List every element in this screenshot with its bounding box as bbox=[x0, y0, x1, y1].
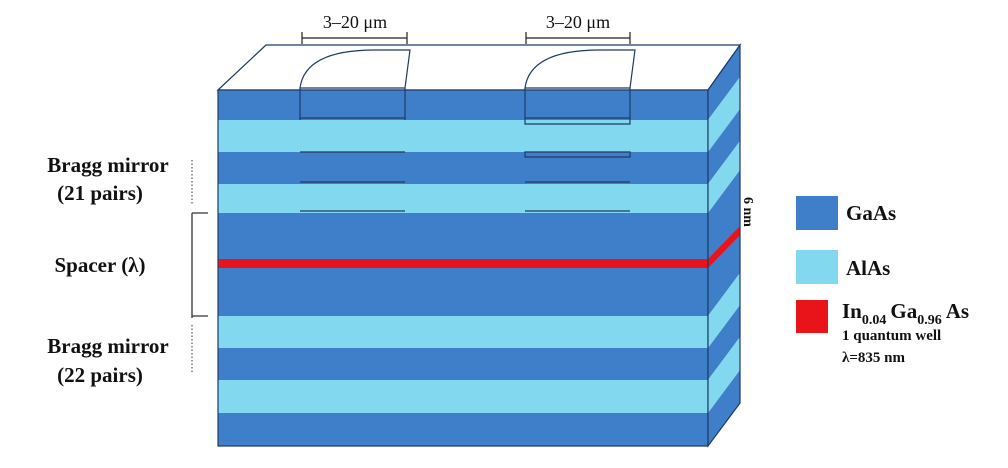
gaas-side bbox=[708, 370, 740, 446]
label-part: 0.96 bbox=[917, 313, 942, 328]
swatch-ingaas bbox=[796, 300, 828, 333]
label: Spacer (λ) bbox=[55, 253, 146, 277]
label: (22 pairs) bbox=[57, 363, 143, 387]
alas-side bbox=[708, 77, 740, 152]
thickness-label: 6 nm bbox=[740, 197, 755, 227]
label: Bragg mirror bbox=[47, 334, 169, 358]
swatch-alas bbox=[796, 250, 838, 284]
gaas-layer bbox=[218, 152, 708, 184]
label-part: 0.04 bbox=[862, 313, 887, 328]
gaas-side bbox=[708, 45, 740, 120]
alas-layer bbox=[218, 184, 708, 213]
front-face bbox=[217, 89, 709, 447]
swatch-gaas bbox=[796, 196, 838, 230]
gaas-side bbox=[708, 305, 740, 380]
alas-layer bbox=[218, 120, 708, 152]
gaas-layer bbox=[218, 413, 708, 446]
legend-note: 1 quantum well bbox=[842, 328, 941, 344]
dimension-label: 3–20 μm bbox=[546, 12, 610, 32]
label-part: Ga bbox=[890, 299, 917, 323]
legend-note: λ=835 nm bbox=[842, 350, 906, 366]
dimension-line bbox=[525, 32, 631, 44]
quantum-well bbox=[218, 259, 708, 268]
label-part: As bbox=[946, 299, 969, 323]
alas-side bbox=[708, 337, 740, 413]
label: Bragg mirror bbox=[47, 153, 169, 177]
etch-lines bbox=[524, 88, 631, 212]
legend: GaAs AlAs In0.04 Ga0.96 As 1 quantum well … bbox=[796, 196, 969, 366]
layer-labels: Bragg mirror (21 pairs) Spacer (λ) Bragg… bbox=[47, 153, 208, 387]
pillar-etch bbox=[299, 88, 631, 212]
gaas-layer bbox=[218, 348, 708, 380]
alas-side bbox=[708, 141, 740, 213]
dimension-line bbox=[301, 32, 408, 44]
legend-label: In0.04 Ga0.96 As bbox=[842, 299, 969, 328]
mesa-dome bbox=[299, 49, 411, 89]
top-face bbox=[216, 44, 742, 91]
legend-label: AlAs bbox=[846, 256, 890, 280]
label-part: In bbox=[842, 299, 862, 323]
side-outline bbox=[707, 43, 741, 448]
alas-layer bbox=[218, 316, 708, 348]
bracket bbox=[191, 212, 208, 318]
gaas-layer bbox=[218, 90, 708, 120]
quantum-well-side bbox=[708, 226, 740, 268]
gaas-side bbox=[708, 109, 740, 184]
label: (21 pairs) bbox=[57, 181, 143, 205]
dimension-markers: 3–20 μm 3–20 μm bbox=[301, 12, 631, 44]
dimension-label: 3–20 μm bbox=[323, 12, 387, 32]
alas-side bbox=[708, 273, 740, 348]
etch-lines bbox=[299, 88, 406, 212]
alas-layer bbox=[218, 380, 708, 413]
legend-label: GaAs bbox=[846, 201, 896, 225]
side-face bbox=[707, 43, 741, 448]
mesa-dome bbox=[524, 49, 636, 89]
